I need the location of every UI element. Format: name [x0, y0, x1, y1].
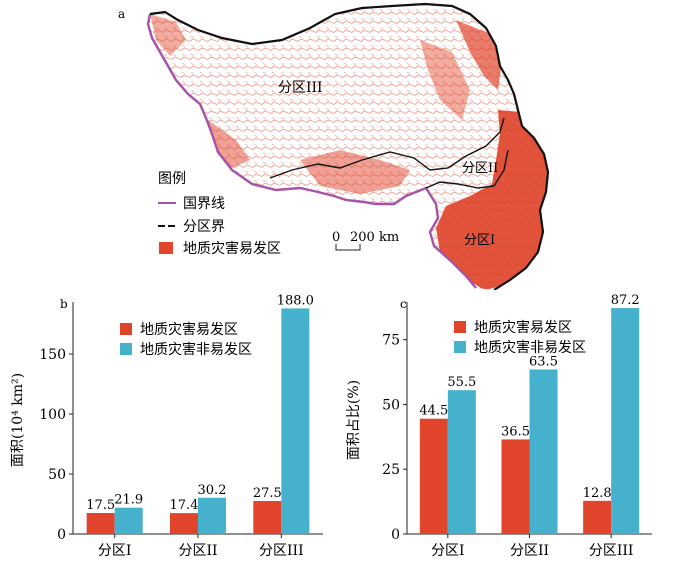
chart1-y-axis-label: 面积占比(%): [346, 380, 362, 460]
chart1-x-tick-label: 分区III: [589, 543, 634, 559]
chart1-legend-label-0: 地质灾害易发区: [474, 319, 572, 336]
map-panel: a 分区III 分区II 分区I 图例 国界线 分: [118, 2, 550, 291]
chart0-value-label: 30.2: [198, 483, 227, 498]
chart0-y-tick-label: 0: [57, 527, 66, 543]
chart0-bar-s0-c0: [86, 513, 115, 534]
chart0-x-tick-label: 分区III: [259, 543, 304, 559]
chart0-value-label: 27.5: [253, 486, 282, 501]
chart-b: b 0 50 100 150 面积(10⁴ km²) 17.5 21.9 分区I 17.430.2…: [10, 293, 323, 559]
chart0-value-label: 17.5: [86, 498, 115, 513]
chart1-x-tick-label: 分区II: [510, 543, 549, 559]
legend-zone-boundary-label: 分区界: [183, 219, 225, 235]
chart0-y-axis-label: 面积(10⁴ km²): [10, 373, 26, 467]
chart0-value-label: 17.4: [170, 498, 199, 513]
zone1-label: 分区I: [464, 233, 495, 248]
chart1-legend-label-1: 地质灾害非易发区: [474, 339, 586, 356]
chart0-value-label: 21.9: [114, 493, 143, 508]
chart0-panel-label: b: [60, 297, 68, 311]
chart0-value-label: 188.0: [277, 293, 314, 308]
chart0-bar-s1-c0: [114, 507, 143, 534]
chart1-panel-label: c: [400, 297, 407, 311]
chart1-value-label: 87.2: [611, 293, 640, 308]
scale-bar: 0 200 km: [332, 230, 399, 251]
legend-hazard-label: 地质灾害易发区: [183, 240, 281, 257]
national-border-line: [146, 13, 477, 289]
chart1-y-tick-label: 25: [382, 462, 400, 478]
chart1-bar-s0-c0: [419, 418, 448, 534]
chart1-y-tick-label: 75: [382, 333, 400, 349]
chart0-bar-s1-c2: [281, 308, 310, 534]
chart-c: c 0 25 50 75 面积占比(%) 44.5 55.5 分区I 36.5 63.5 分区II 12…: [346, 293, 652, 559]
chart1-y-tick-label: 50: [382, 397, 400, 413]
chart0-legend-swatch-1: [120, 343, 132, 355]
chart1-y-tick-label: 0: [391, 527, 400, 543]
chart0-y-tick-label: 50: [48, 467, 66, 483]
chart1-value-label: 55.5: [447, 375, 476, 390]
zone2-label: 分区II: [462, 161, 498, 176]
zone3-label: 分区III: [278, 80, 323, 96]
chart0-x-tick-label: 分区I: [98, 543, 132, 559]
map-figure: a 分区III 分区II 分区I 图例 国界线 分: [118, 2, 550, 291]
plateau-outer-boundary: [149, 2, 550, 291]
chart1-legend-swatch-0: [454, 321, 466, 333]
zone-boundary-line-2: [425, 149, 509, 189]
chart0-legend-swatch-0: [120, 323, 132, 335]
legend-title: 图例: [158, 171, 186, 187]
chart0-legend-label-0: 地质灾害易发区: [140, 321, 238, 338]
scale-bar-line: [335, 244, 361, 251]
chart-b-panel: b 0 50 100 150 面积(10⁴ km²) 17.5 21.9 分区I 17.4 30.2…: [0, 290, 338, 566]
chart-c-panel: c 0 25 50 75 面积占比(%) 44.5 55.5 分区I 36.5 63.5 分区II 12…: [338, 290, 676, 566]
legend-national-border-label: 国界线: [183, 196, 225, 212]
zone-boundary-line: [269, 117, 505, 179]
chart1-value-label: 36.5: [501, 424, 530, 439]
chart0-y-tick-label: 100: [39, 407, 66, 423]
chart1-bar-s0-c2: [583, 500, 612, 534]
chart1-bar-s1-c1: [529, 369, 558, 534]
chart1-bar-s1-c2: [611, 308, 640, 534]
chart1-value-label: 63.5: [529, 354, 558, 369]
chart0-y-tick-label: 150: [39, 347, 66, 363]
scale-zero: 0: [332, 230, 340, 245]
map-panel-label: a: [118, 7, 125, 21]
map-legend: 图例 国界线 分区界 地质灾害易发区: [158, 171, 281, 257]
chart1-value-label: 12.8: [583, 486, 612, 501]
chart0-x-tick-label: 分区II: [178, 543, 217, 559]
chart1-x-tick-label: 分区I: [431, 543, 465, 559]
chart1-value-label: 44.5: [419, 404, 448, 419]
chart1-bar-s0-c1: [501, 439, 530, 534]
chart0-bar-s0-c2: [253, 501, 282, 534]
chart1-bar-s1-c0: [447, 390, 476, 534]
legend-hazard-swatch: [159, 242, 173, 254]
chart0-bar-s1-c1: [198, 497, 226, 534]
chart1-legend-swatch-1: [454, 341, 466, 353]
chart0-bar-s0-c1: [170, 513, 198, 534]
scale-value: 200 km: [350, 230, 399, 245]
chart0-legend-label-1: 地质灾害非易发区: [140, 341, 252, 358]
